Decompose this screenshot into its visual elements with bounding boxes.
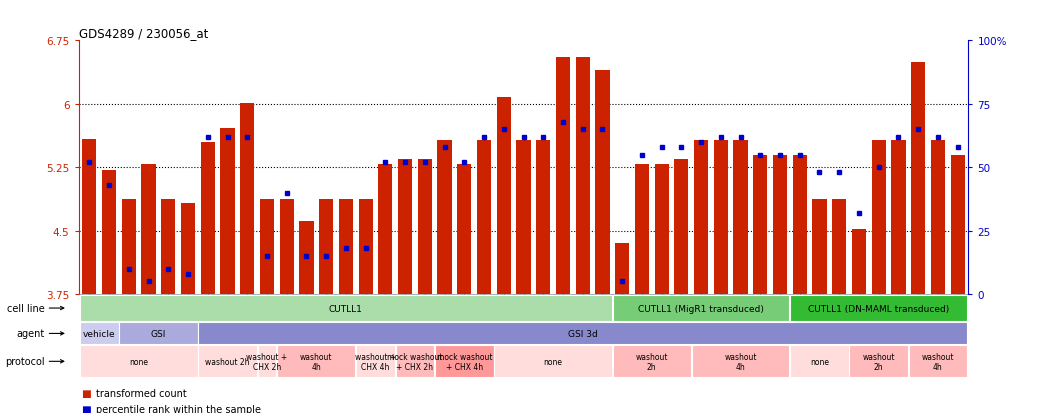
Bar bbox=[299, 222, 313, 294]
Bar bbox=[496, 98, 511, 294]
Text: none: none bbox=[129, 357, 149, 366]
Bar bbox=[201, 142, 215, 294]
Text: vehicle: vehicle bbox=[83, 329, 115, 338]
Bar bbox=[753, 155, 767, 294]
Bar bbox=[198, 323, 967, 344]
Bar bbox=[198, 346, 257, 377]
Bar bbox=[240, 104, 254, 294]
Bar bbox=[812, 200, 826, 294]
Text: CUTLL1 (DN-MAML transduced): CUTLL1 (DN-MAML transduced) bbox=[808, 304, 950, 313]
Bar bbox=[773, 155, 787, 294]
Bar bbox=[458, 164, 471, 294]
Bar bbox=[793, 155, 807, 294]
Bar bbox=[909, 346, 967, 377]
Bar bbox=[102, 171, 116, 294]
Bar bbox=[358, 200, 373, 294]
Bar bbox=[891, 141, 906, 294]
Bar bbox=[418, 159, 432, 294]
Bar bbox=[556, 58, 570, 294]
Bar bbox=[951, 155, 964, 294]
Text: washout 2h: washout 2h bbox=[205, 357, 250, 366]
Bar bbox=[119, 323, 198, 344]
Text: washout
2h: washout 2h bbox=[636, 352, 668, 371]
Bar bbox=[654, 164, 669, 294]
Text: GSI: GSI bbox=[151, 329, 166, 338]
Text: agent: agent bbox=[17, 329, 45, 339]
Text: none: none bbox=[543, 357, 562, 366]
Bar bbox=[280, 200, 294, 294]
Text: washout
4h: washout 4h bbox=[300, 352, 333, 371]
Bar bbox=[849, 346, 908, 377]
Text: ■: ■ bbox=[81, 388, 90, 398]
Text: washout
4h: washout 4h bbox=[725, 352, 757, 371]
Bar bbox=[734, 141, 748, 294]
Bar bbox=[852, 230, 866, 294]
Text: mock washout
+ CHX 4h: mock washout + CHX 4h bbox=[437, 352, 492, 371]
Bar bbox=[536, 141, 551, 294]
Text: washout
4h: washout 4h bbox=[921, 352, 954, 371]
Bar bbox=[692, 346, 789, 377]
Text: washout +
CHX 2h: washout + CHX 2h bbox=[246, 352, 288, 371]
Text: CUTLL1: CUTLL1 bbox=[329, 304, 363, 313]
Bar bbox=[494, 346, 611, 377]
Bar bbox=[596, 71, 609, 294]
Text: transformed count: transformed count bbox=[96, 388, 187, 398]
Bar bbox=[141, 164, 156, 294]
Bar bbox=[161, 200, 176, 294]
Bar bbox=[438, 141, 451, 294]
Text: GSI 3d: GSI 3d bbox=[567, 329, 598, 338]
Bar bbox=[80, 323, 118, 344]
Text: washout
2h: washout 2h bbox=[863, 352, 895, 371]
Bar bbox=[121, 199, 136, 294]
Bar bbox=[277, 346, 355, 377]
Bar bbox=[221, 129, 235, 294]
Bar bbox=[339, 200, 353, 294]
Bar bbox=[634, 164, 649, 294]
Bar bbox=[871, 141, 886, 294]
Text: ■: ■ bbox=[81, 404, 90, 413]
Bar bbox=[576, 58, 589, 294]
Bar bbox=[398, 159, 413, 294]
Bar bbox=[181, 203, 195, 294]
Bar bbox=[80, 346, 198, 377]
Text: mock washout
+ CHX 2h: mock washout + CHX 2h bbox=[387, 352, 443, 371]
Bar bbox=[832, 200, 846, 294]
Text: CUTLL1 (MigR1 transduced): CUTLL1 (MigR1 transduced) bbox=[639, 304, 764, 313]
Bar bbox=[911, 62, 926, 294]
Text: protocol: protocol bbox=[5, 356, 45, 366]
Bar bbox=[790, 295, 967, 322]
Bar bbox=[477, 141, 491, 294]
Bar bbox=[714, 141, 728, 294]
Text: percentile rank within the sample: percentile rank within the sample bbox=[96, 404, 262, 413]
Bar bbox=[260, 200, 274, 294]
Bar bbox=[378, 164, 393, 294]
Bar bbox=[694, 141, 708, 294]
Bar bbox=[258, 346, 276, 377]
Text: GDS4289 / 230056_at: GDS4289 / 230056_at bbox=[79, 27, 208, 40]
Bar bbox=[790, 346, 849, 377]
Bar bbox=[674, 159, 689, 294]
Bar bbox=[319, 200, 333, 294]
Text: cell line: cell line bbox=[7, 303, 45, 313]
Bar bbox=[396, 346, 435, 377]
Text: none: none bbox=[810, 357, 829, 366]
Bar bbox=[356, 346, 395, 377]
Text: washout +
CHX 4h: washout + CHX 4h bbox=[355, 352, 396, 371]
Bar bbox=[516, 141, 531, 294]
Bar bbox=[436, 346, 493, 377]
Bar bbox=[612, 295, 789, 322]
Bar bbox=[615, 244, 629, 294]
Bar bbox=[931, 141, 945, 294]
Bar bbox=[83, 140, 96, 294]
Bar bbox=[80, 295, 611, 322]
Bar bbox=[612, 346, 691, 377]
